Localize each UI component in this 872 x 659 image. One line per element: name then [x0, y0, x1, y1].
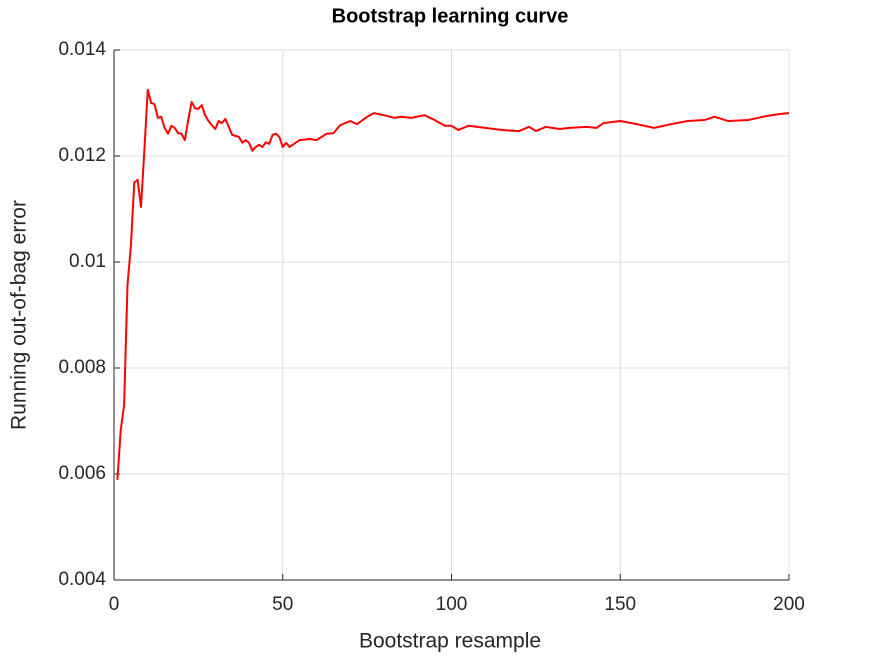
x-tick-label: 150: [604, 594, 636, 615]
x-axis-label: Bootstrap resample: [359, 630, 541, 653]
y-tick-label: 0.012: [58, 145, 106, 166]
y-tick-label: 0.01: [69, 251, 106, 272]
x-tick-label: 50: [272, 594, 293, 615]
x-tick-label: 100: [436, 594, 468, 615]
data-line: [116, 88, 790, 480]
x-tick-label: 200: [773, 594, 805, 615]
y-tick-label: 0.004: [58, 569, 106, 590]
y-tick-label: 0.014: [58, 39, 106, 60]
y-tick-label: 0.006: [58, 463, 106, 484]
y-axis-label: Running out-of-bag error: [8, 200, 31, 430]
y-tick-label: 0.008: [58, 357, 106, 378]
chart-title: Bootstrap learning curve: [332, 5, 569, 27]
x-tick-label: 0: [109, 594, 120, 615]
